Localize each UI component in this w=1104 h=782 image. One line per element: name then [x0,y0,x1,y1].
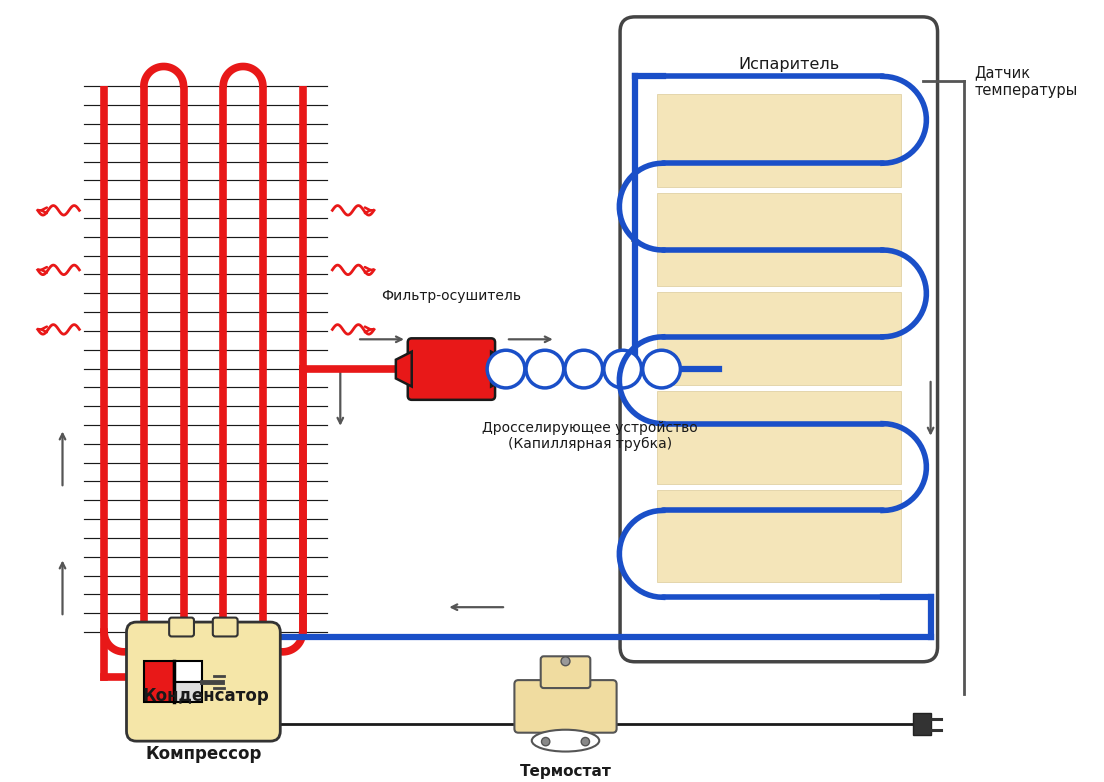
Polygon shape [396,352,412,386]
Bar [657,292,901,385]
Circle shape [581,737,590,746]
FancyBboxPatch shape [514,680,617,733]
Text: Конденсатор: Конденсатор [142,687,269,705]
Text: Термостат: Термостат [520,765,612,780]
Circle shape [561,657,570,665]
Text: Датчик
температуры: Датчик температуры [974,65,1078,98]
FancyBboxPatch shape [541,656,591,688]
FancyBboxPatch shape [127,622,280,741]
Text: Дросселирующее устройство
(Капиллярная трубка): Дросселирующее устройство (Капиллярная т… [482,421,698,451]
Circle shape [565,350,603,388]
Circle shape [541,737,550,746]
Bar [913,713,931,735]
Polygon shape [491,352,507,386]
FancyBboxPatch shape [407,339,495,400]
Text: Компрессор: Компрессор [146,745,262,763]
Text: Фильтр-осушитель: Фильтр-осушитель [381,289,521,303]
Circle shape [487,350,524,388]
FancyBboxPatch shape [213,618,237,637]
Bar [657,95,901,187]
Bar [174,682,202,702]
Circle shape [604,350,641,388]
Bar [657,391,901,483]
Circle shape [526,350,564,388]
Bar [657,193,901,286]
Bar [145,661,174,702]
Text: Испаритель: Испаритель [739,56,839,71]
Bar [174,661,202,682]
Bar [657,490,901,583]
FancyBboxPatch shape [620,17,937,662]
Circle shape [643,350,680,388]
Ellipse shape [532,730,599,752]
FancyBboxPatch shape [169,618,194,637]
